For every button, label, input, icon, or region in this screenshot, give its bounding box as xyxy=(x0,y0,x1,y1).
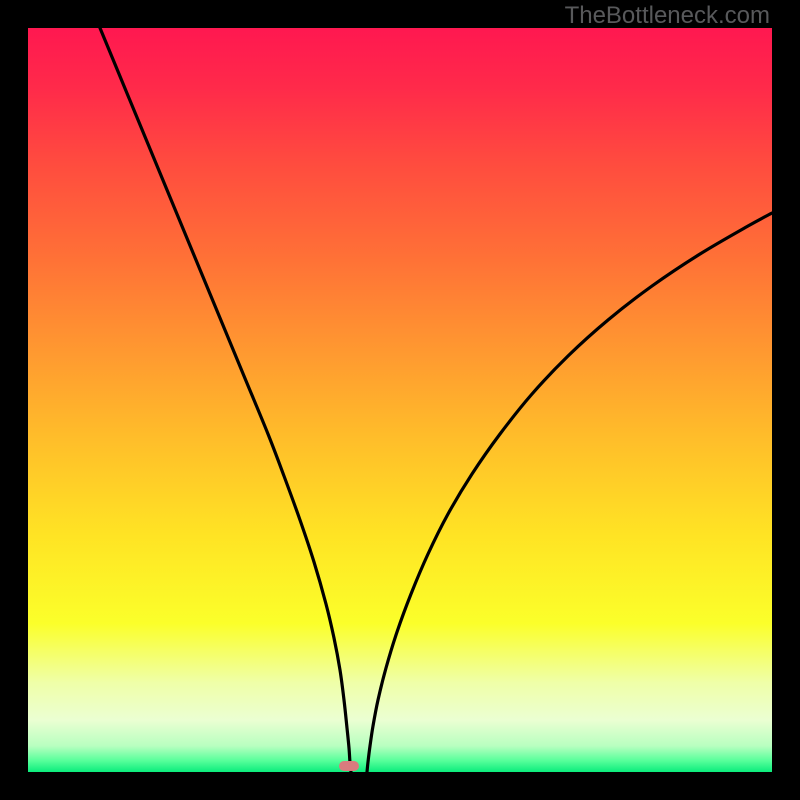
optimum-marker xyxy=(339,761,359,771)
watermark-text: TheBottleneck.com xyxy=(565,2,770,30)
curve-left-branch xyxy=(100,28,351,772)
bottleneck-curve xyxy=(28,28,772,772)
curve-right-branch xyxy=(367,213,772,772)
